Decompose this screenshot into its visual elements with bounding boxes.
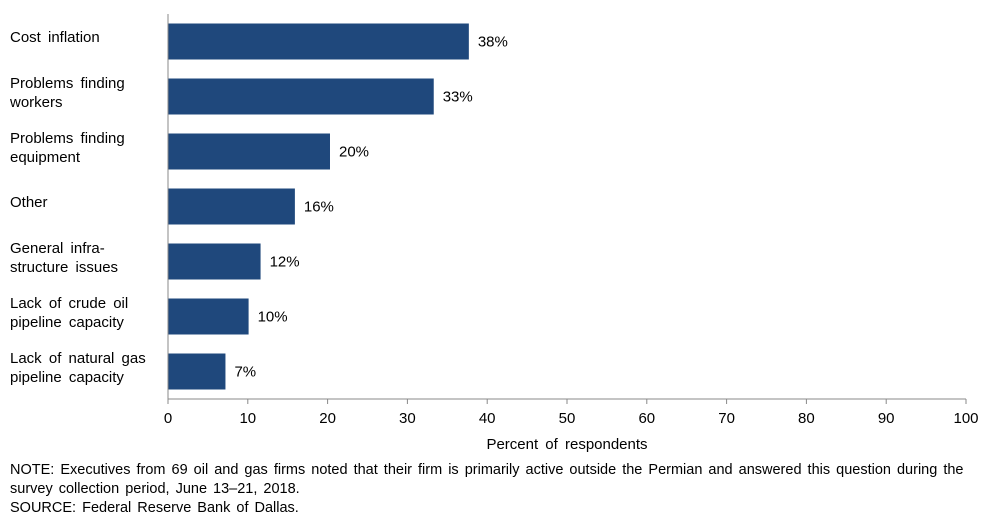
bar-7 <box>168 353 226 390</box>
x-tick-label-40: 40 <box>479 410 496 427</box>
category-label-4: Other <box>10 194 48 211</box>
x-tick-label-70: 70 <box>718 410 735 427</box>
data-label-4: 16% <box>304 199 334 216</box>
data-label-5: 12% <box>270 254 300 271</box>
data-label-6: 10% <box>258 309 288 326</box>
data-label-1: 38% <box>478 34 508 51</box>
bars-group <box>168 23 469 390</box>
bar-3 <box>168 133 330 170</box>
data-label-7: 7% <box>234 364 256 381</box>
x-tick-label-30: 30 <box>399 410 416 427</box>
bar-6 <box>168 298 249 335</box>
data-labels-group: 38% 33% 20% 16% 12% 10% 7% <box>234 34 507 381</box>
x-tick-label-60: 60 <box>638 410 655 427</box>
x-tick-label-100: 100 <box>953 410 978 427</box>
source-text: SOURCE: Federal Reserve Bank of Dallas. <box>10 500 299 516</box>
category-label-5: General infra-structure issues <box>10 239 119 276</box>
x-tick-label-20: 20 <box>319 410 336 427</box>
bar-1 <box>168 23 469 60</box>
x-tick-labels-group: 0 10 20 30 40 50 60 70 80 90 100 <box>164 410 979 427</box>
axes-group <box>167 14 967 404</box>
bar-4 <box>168 188 295 225</box>
bar-5 <box>168 243 261 280</box>
category-label-1: Cost inflation <box>10 29 100 46</box>
x-tick-label-10: 10 <box>239 410 256 427</box>
footnote: NOTE: Executives from 69 oil and gas fir… <box>10 461 970 518</box>
note-text: NOTE: Executives from 69 oil and gas fir… <box>10 462 964 497</box>
data-label-3: 20% <box>339 144 369 161</box>
x-tick-label-90: 90 <box>878 410 895 427</box>
x-tick-label-50: 50 <box>559 410 576 427</box>
data-label-2: 33% <box>443 89 473 106</box>
category-label-3: Problems finding equipment <box>10 129 125 166</box>
category-label-7: Lack of natural gas pipeline capacity <box>10 349 146 386</box>
x-axis-label: Percent of respondents <box>486 436 647 453</box>
bar-2 <box>168 78 434 115</box>
x-tick-label-0: 0 <box>164 410 172 427</box>
category-label-2: Problems finding workers <box>10 74 125 111</box>
x-tick-label-80: 80 <box>798 410 815 427</box>
category-label-6: Lack of crude oil pipeline capacity <box>10 294 129 331</box>
